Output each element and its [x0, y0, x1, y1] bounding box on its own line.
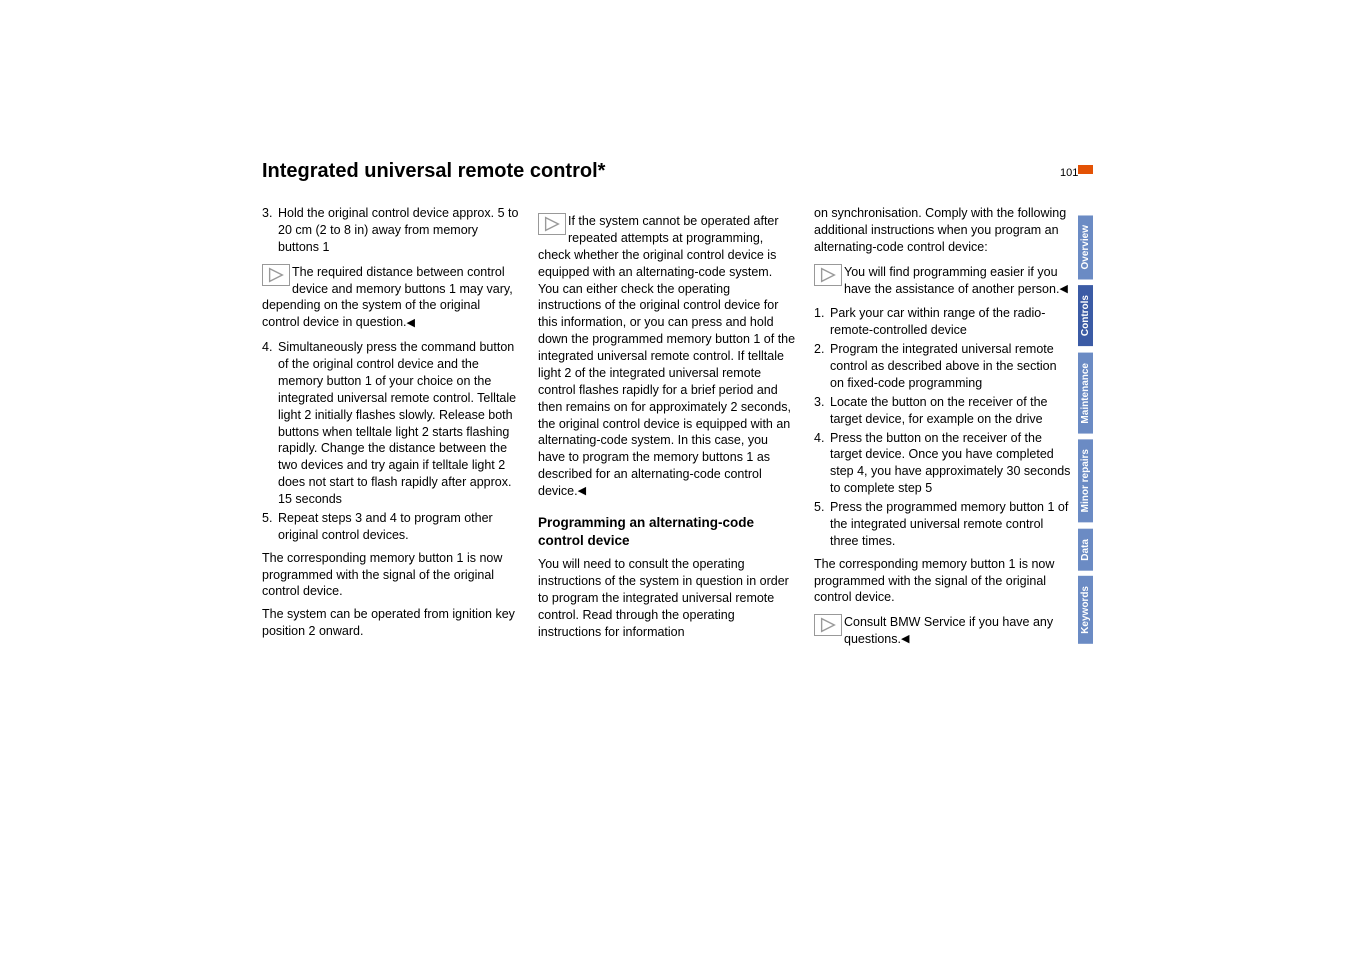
paragraph: You will need to consult the operating i… [538, 556, 796, 640]
note-text: You will find programming easier if you … [844, 265, 1059, 296]
page-title: Integrated universal remote control* [262, 160, 1072, 183]
list-item: 5. Repeat steps 3 and 4 to program other… [262, 510, 520, 544]
end-mark-icon: ◀ [1059, 282, 1067, 297]
list-item: 3. Hold the original control device appr… [262, 205, 520, 256]
list-text: Hold the original control device approx.… [278, 205, 520, 256]
note-text: Consult BMW Service if you have any ques… [844, 615, 1053, 646]
list-text: Program the integrated universal remote … [830, 341, 1072, 392]
list-item: 1. Park your car within range of the rad… [814, 305, 1072, 339]
side-tab-data[interactable]: Data [1078, 529, 1093, 571]
side-tab-overview[interactable]: Overview [1078, 215, 1093, 279]
subheading: Programming an alternating-code control … [538, 514, 796, 550]
list-text: Press the button on the receiver of the … [830, 430, 1072, 498]
side-tab-minor-repairs[interactable]: Minor repairs [1078, 439, 1093, 522]
end-mark-icon: ◀ [901, 632, 909, 647]
content-columns: 3. Hold the original control device appr… [262, 205, 1072, 656]
note-icon [814, 264, 842, 286]
page-number: 101 [1060, 167, 1078, 179]
note-text: If the system cannot be operated after r… [538, 214, 795, 498]
side-tabs: Overview Controls Maintenance Minor repairs… [1078, 215, 1093, 650]
list-number: 3. [814, 394, 830, 428]
list-text: Park your car within range of the radio-… [830, 305, 1072, 339]
side-tab-keywords[interactable]: Keywords [1078, 576, 1093, 644]
list-item: 4. Press the button on the receiver of t… [814, 430, 1072, 498]
column-1: 3. Hold the original control device appr… [262, 205, 520, 656]
list-item: 4. Simultaneously press the command butt… [262, 339, 520, 508]
list-number: 5. [262, 510, 278, 544]
column-2: If the system cannot be operated after r… [538, 205, 796, 656]
paragraph: The corresponding memory button 1 is now… [262, 550, 520, 601]
paragraph: The system can be operated from ignition… [262, 606, 520, 640]
list-item: 3. Locate the button on the receiver of … [814, 394, 1072, 428]
list-number: 4. [814, 430, 830, 498]
note-block: Consult BMW Service if you have any ques… [814, 614, 1072, 648]
list-item: 5. Press the programmed memory button 1 … [814, 499, 1072, 550]
list-number: 1. [814, 305, 830, 339]
end-mark-icon: ◀ [578, 484, 586, 499]
column-3: on synchronisation. Comply with the foll… [814, 205, 1072, 656]
list-item: 2. Program the integrated universal remo… [814, 341, 1072, 392]
corner-marker [1078, 165, 1093, 174]
list-text: Press the programmed memory button 1 of … [830, 499, 1072, 550]
list-number: 4. [262, 339, 278, 508]
note-icon [538, 213, 566, 235]
note-block: If the system cannot be operated after r… [538, 213, 796, 500]
paragraph: on synchronisation. Comply with the foll… [814, 205, 1072, 256]
side-tab-controls[interactable]: Controls [1078, 285, 1093, 346]
side-tab-maintenance[interactable]: Maintenance [1078, 353, 1093, 434]
note-icon [262, 264, 290, 286]
list-text: Simultaneously press the command button … [278, 339, 520, 508]
paragraph: The corresponding memory button 1 is now… [814, 556, 1072, 607]
list-number: 3. [262, 205, 278, 256]
list-number: 2. [814, 341, 830, 392]
list-text: Repeat steps 3 and 4 to program other or… [278, 510, 520, 544]
note-text: The required distance between control de… [262, 265, 513, 330]
list-number: 5. [814, 499, 830, 550]
note-block: You will find programming easier if you … [814, 264, 1072, 298]
end-mark-icon: ◀ [407, 316, 415, 331]
note-block: The required distance between control de… [262, 264, 520, 332]
note-icon [814, 614, 842, 636]
list-text: Locate the button on the receiver of the… [830, 394, 1072, 428]
